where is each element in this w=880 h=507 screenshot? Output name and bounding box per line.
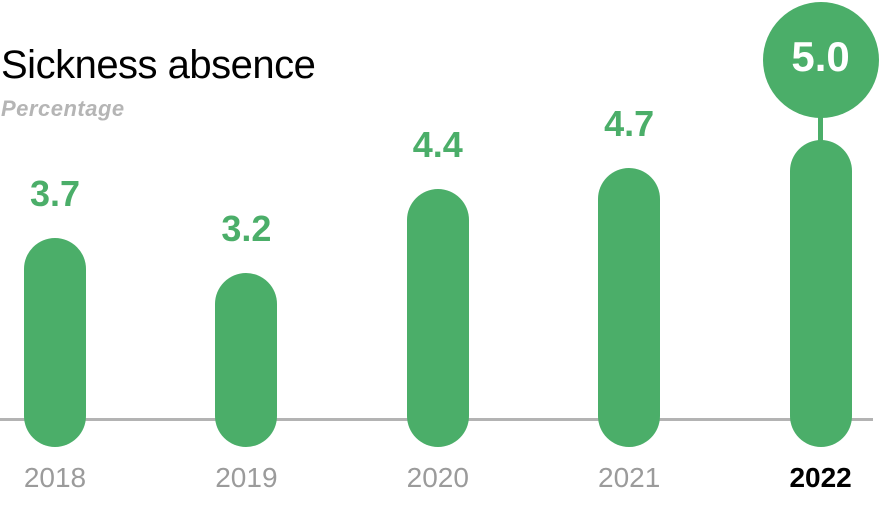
value-label-2019: 3.2 xyxy=(221,208,272,249)
value-label-2021: 4.7 xyxy=(604,103,655,144)
category-label-2022: 2022 xyxy=(789,462,852,493)
chart-title: Sickness absence xyxy=(1,43,316,87)
bar-2022 xyxy=(789,140,852,447)
chart-subtitle: Percentage xyxy=(1,96,125,121)
value-label-2020: 4.4 xyxy=(412,124,463,165)
bar-2020 xyxy=(406,189,469,447)
value-label-2018: 3.7 xyxy=(29,173,81,214)
category-label-2019: 2019 xyxy=(215,462,278,493)
highlight-circle: 5.0 xyxy=(762,2,879,118)
bar-2021 xyxy=(598,168,661,447)
highlight-value-label: 5.0 xyxy=(791,33,850,80)
highlight-stem xyxy=(818,114,824,144)
bar-2018 xyxy=(24,238,86,447)
category-label-2018: 2018 xyxy=(23,462,87,493)
bar-2019 xyxy=(215,273,278,447)
category-label-2020: 2020 xyxy=(406,462,469,493)
category-label-2021: 2021 xyxy=(598,462,661,493)
